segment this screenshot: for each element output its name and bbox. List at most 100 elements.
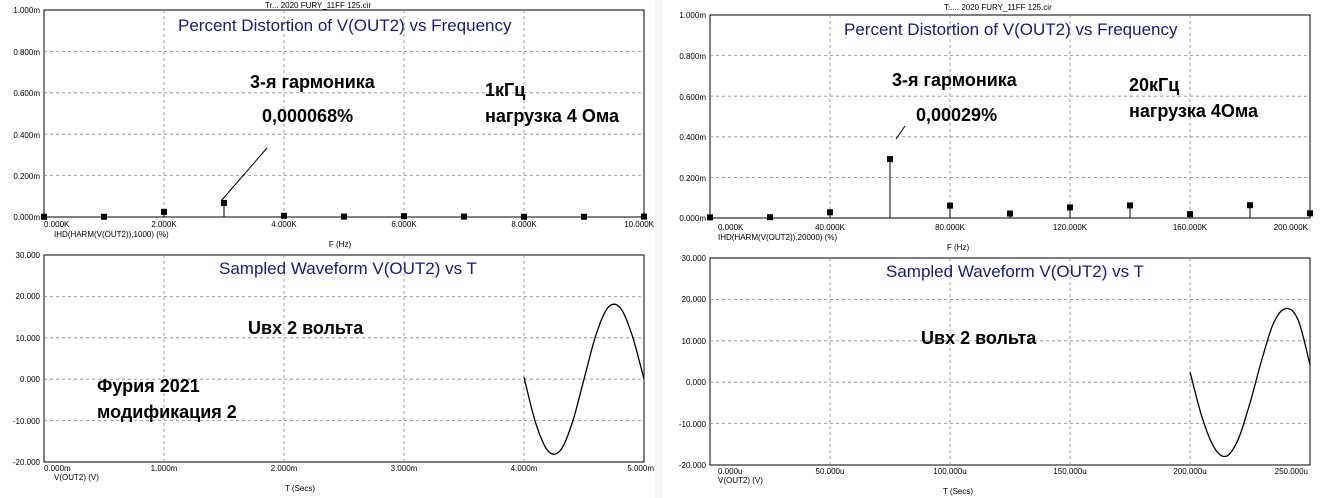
annotation-load: нагрузка 4 Ома xyxy=(485,106,620,126)
data-point xyxy=(1007,210,1013,217)
y-tick-label: 0.600m xyxy=(679,93,706,102)
annotation-modification: модификация 2 xyxy=(97,402,237,422)
y-tick-label: 0.400m xyxy=(13,131,40,140)
x-tick-label: 4.000m xyxy=(511,464,538,473)
y-tick-label: 0.400m xyxy=(679,133,706,142)
trace-label: V(OUT2) (V) xyxy=(718,476,763,485)
x-tick-label: 40.000K xyxy=(815,223,845,232)
y-tick-label: 0.200m xyxy=(13,172,40,181)
x-tick-label: 80.000K xyxy=(935,223,965,232)
x-axis-label: T (Secs) xyxy=(943,487,973,496)
x-tick-label: 1.000m xyxy=(151,464,178,473)
data-point xyxy=(767,214,773,221)
grid xyxy=(44,255,644,462)
data-point xyxy=(1247,202,1253,209)
data-point xyxy=(707,214,713,221)
x-tick-label: 2.000K xyxy=(151,220,177,229)
chart-title: Percent Distortion of V(OUT2) vs Frequen… xyxy=(178,16,512,35)
annotation-load: нагрузка 4Ома xyxy=(1129,101,1259,121)
chart-title: Sampled Waveform V(OUT2) vs T xyxy=(219,259,477,278)
x-axis-label: F (Hz) xyxy=(329,240,352,249)
y-tick-label: 30.000 xyxy=(682,254,707,263)
data-point xyxy=(101,213,107,220)
data-point xyxy=(221,199,227,206)
annotation-harmonic: 3-я гармоника xyxy=(250,72,376,92)
plot-frame xyxy=(43,9,645,218)
x-tick-label: 120.000K xyxy=(1053,223,1088,232)
y-tick-label: 0.000 xyxy=(20,375,41,384)
distortion-chart: Percent Distortion of V(OUT2) vs Frequen… xyxy=(679,11,1313,252)
grid xyxy=(44,10,644,217)
panel-separator xyxy=(655,0,663,498)
y-tick-label: -10.000 xyxy=(679,420,707,429)
y-tick-label: 0.200m xyxy=(679,174,706,183)
x-tick-label: 250.000u xyxy=(1275,467,1308,476)
y-tick-label: 20.000 xyxy=(682,295,707,304)
left-simulation-panel: Tr... 2020 FURY_11FF 125.cir Percent Dis… xyxy=(0,0,655,498)
distortion-chart: Percent Distortion of V(OUT2) vs Frequen… xyxy=(13,6,654,249)
y-tick-label: 0.800m xyxy=(13,48,40,57)
y-tick-label: 0.000m xyxy=(679,214,706,223)
plot-frame xyxy=(43,254,645,463)
y-tick-label: 1.000m xyxy=(13,6,40,15)
x-axis: 0.000K 2.000K 4.000K 6.000K 8.000K 10.00… xyxy=(44,220,655,229)
data-marks xyxy=(41,199,647,220)
data-marks xyxy=(707,156,1313,221)
series-line xyxy=(1189,307,1311,458)
x-tick-label: 200.000u xyxy=(1173,467,1206,476)
trace-label: IHD(HARM(V(OUT2)),20000) (%) xyxy=(718,233,837,242)
left-panel-svg: Tr... 2020 FURY_11FF 125.cir Percent Dis… xyxy=(13,1,655,493)
waveform-chart: Sampled Waveform V(OUT2) vs T -20.000 -1… xyxy=(679,254,1311,496)
y-tick-label: -10.000 xyxy=(13,417,41,426)
x-tick-label: 0.000m xyxy=(44,464,71,473)
data-point xyxy=(581,213,587,220)
data-point xyxy=(641,213,647,220)
y-tick-label: 20.000 xyxy=(16,292,41,301)
x-tick-label: 4.000K xyxy=(271,220,297,229)
plot-frame xyxy=(709,14,1311,219)
y-tick-label: 0.800m xyxy=(679,52,706,61)
x-axis: 0.000u 50.000u 100.000u 150.000u 200.000… xyxy=(718,467,1308,476)
x-tick-label: 160.000K xyxy=(1173,223,1208,232)
trace-label: V(OUT2) (V) xyxy=(54,473,99,482)
y-tick-label: 30.000 xyxy=(16,251,41,260)
grid xyxy=(710,258,1310,465)
y-axis: -20.000 -10.000 0.000 10.000 20.000 30.0… xyxy=(679,254,707,470)
data-point xyxy=(341,213,347,220)
waveform-chart: Sampled Waveform V(OUT2) vs T -20.000 -1… xyxy=(13,251,654,493)
data-point xyxy=(1067,204,1073,211)
x-axis: 0.000K 40.000K 80.000K 120.000K 160.000K… xyxy=(718,223,1309,232)
y-axis: 0.000m 0.200m 0.400m 0.600m 0.800m 1.000… xyxy=(13,6,40,222)
annotation-harmonic: 3-я гармоника xyxy=(892,70,1018,90)
x-tick-label: 50.000u xyxy=(816,467,845,476)
data-point xyxy=(401,213,407,220)
y-tick-label: 0.000 xyxy=(686,378,707,387)
data-point xyxy=(41,213,47,220)
y-axis: -20.000 -10.000 0.000 10.000 20.000 30.0… xyxy=(13,251,41,467)
data-point xyxy=(161,208,167,215)
data-point xyxy=(827,209,833,216)
x-axis-label: T (Secs) xyxy=(285,484,315,493)
data-point xyxy=(461,213,467,220)
y-tick-label: 0.600m xyxy=(13,89,40,98)
y-tick-label: 1.000m xyxy=(679,11,706,20)
data-point xyxy=(521,213,527,220)
x-tick-label: 5.000m xyxy=(627,464,654,473)
trace-label: IHD(HARM(V(OUT2)),1000) (%) xyxy=(54,230,169,239)
data-point xyxy=(1307,210,1313,217)
file-title: T:.... 2020 FURY_11FF 125.cir xyxy=(944,3,1052,12)
plot-frame xyxy=(709,257,1311,466)
right-simulation-panel: T:.... 2020 FURY_11FF 125.cir Percent Di… xyxy=(663,0,1338,498)
y-tick-label: 10.000 xyxy=(16,334,41,343)
x-axis: 0.000m 1.000m 2.000m 3.000m 4.000m 5.000… xyxy=(44,464,654,473)
x-tick-label: 200.000K xyxy=(1274,223,1309,232)
y-tick-label: 10.000 xyxy=(682,337,707,346)
data-point xyxy=(281,212,287,219)
x-tick-label: 0.000u xyxy=(718,467,742,476)
data-point xyxy=(947,202,953,209)
annotation-frequency: 1кГц xyxy=(485,80,525,100)
y-axis: 0.000m 0.200m 0.400m 0.600m 0.800m 1.000… xyxy=(679,11,706,223)
y-tick-label: 0.000m xyxy=(13,213,40,222)
x-tick-label: 10.000K xyxy=(624,220,654,229)
chart-title: Percent Distortion of V(OUT2) vs Frequen… xyxy=(844,20,1178,39)
